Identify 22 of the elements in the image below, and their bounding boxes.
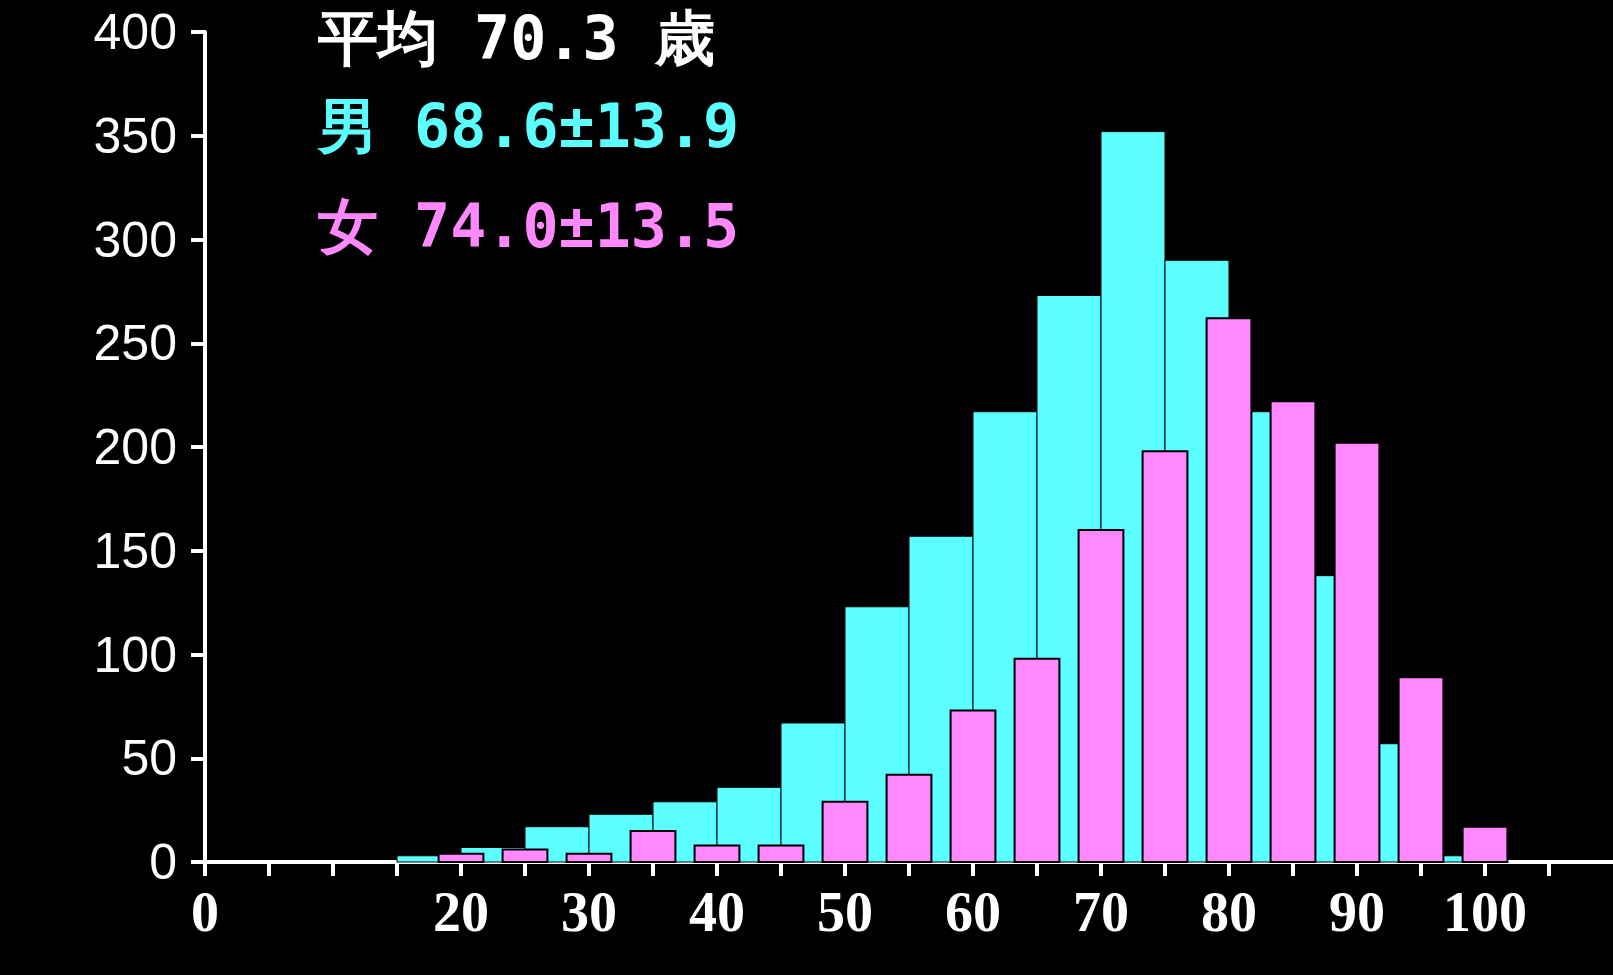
x-tick-label: 90 (1329, 881, 1385, 943)
y-tick-label: 50 (121, 730, 177, 787)
text: 男 68.6±13.9 (318, 91, 740, 161)
y-tick-label: 350 (93, 107, 177, 164)
x-tick-label: 70 (1073, 881, 1129, 943)
x-tick-label: 50 (817, 881, 873, 943)
y-tick-label: 300 (93, 211, 177, 268)
annotation: 平均 70.3 歳 (317, 3, 715, 73)
x-tick-label: 60 (945, 881, 1001, 943)
x-tick-label: 0 (191, 881, 219, 943)
x-tick-label: 40 (689, 881, 745, 943)
x-tick-label: 20 (433, 881, 489, 943)
text: 女 74.0±13.5 (318, 191, 740, 261)
y-tick-label: 200 (93, 419, 177, 475)
y-tick-label: 400 (93, 4, 177, 60)
x-tick-label: 30 (561, 881, 617, 943)
x-tick-label: 100 (1443, 881, 1527, 943)
x-tick-label: 80 (1201, 881, 1257, 943)
y-tick-label: 250 (93, 315, 177, 372)
y-tick-label: 150 (93, 522, 177, 579)
y-tick-label: 0 (149, 834, 177, 890)
y-tick-label: 100 (93, 626, 177, 683)
